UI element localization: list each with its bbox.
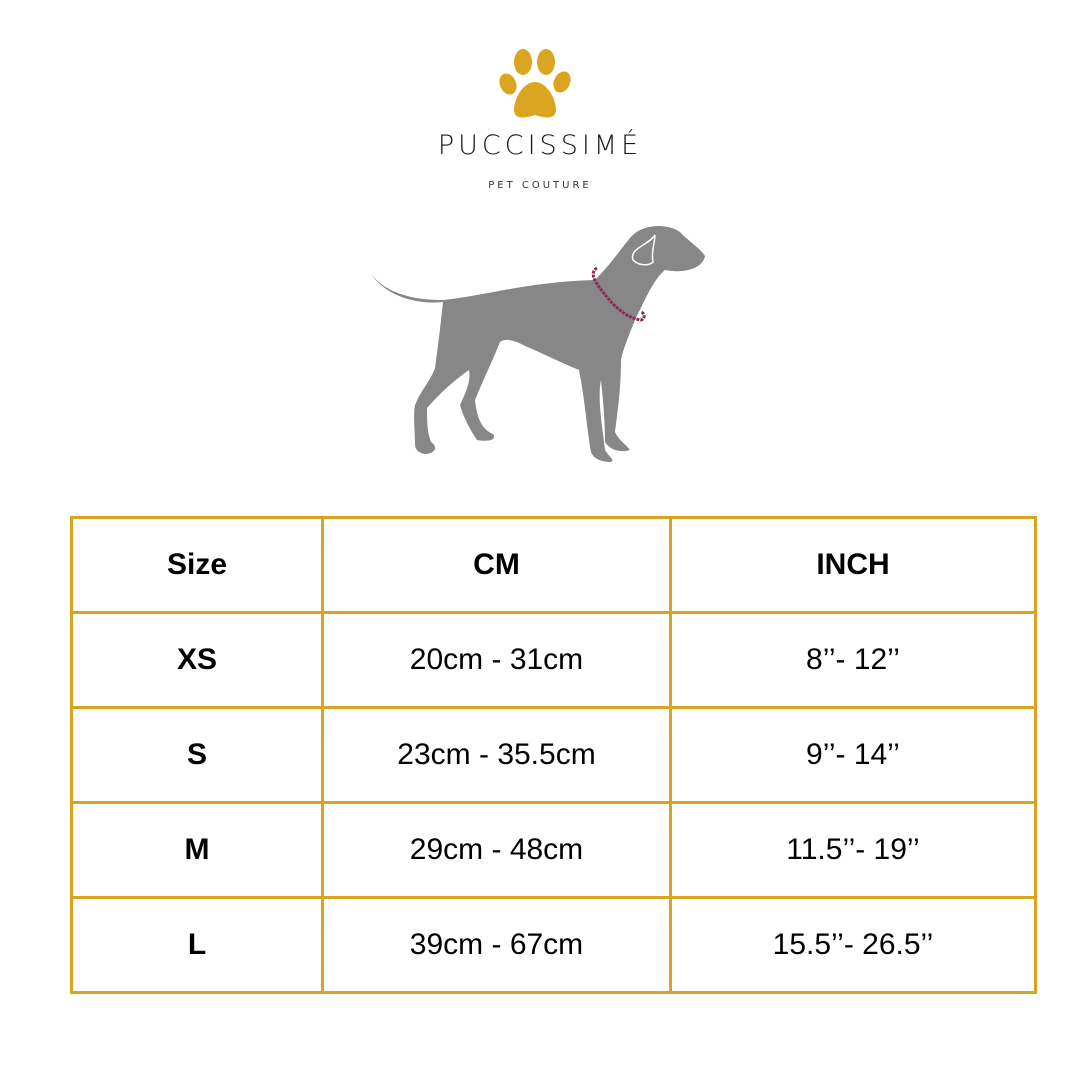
size-cell: S <box>70 706 324 804</box>
header-inch: INCH <box>669 516 1037 614</box>
size-chart-table: Size CM INCH XS 20cm - 31cm 8’’- 12’’ S … <box>70 516 1037 994</box>
table-row: M 29cm - 48cm 11.5’’- 19’’ <box>70 801 1037 899</box>
cm-cell: 23cm - 35.5cm <box>321 706 672 804</box>
table-row: L 39cm - 67cm 15.5’’- 26.5’’ <box>70 896 1037 994</box>
inch-cell: 11.5’’- 19’’ <box>669 801 1037 899</box>
header-cm: CM <box>321 516 672 614</box>
table-header-row: Size CM INCH <box>70 516 1037 614</box>
size-cell: M <box>70 801 324 899</box>
brand-name: PUCCISSIMÉ <box>437 130 643 161</box>
brand-tagline: PET COUTURE <box>488 180 592 191</box>
table-row: S 23cm - 35.5cm 9’’- 14’’ <box>70 706 1037 804</box>
inch-cell: 9’’- 14’’ <box>669 706 1037 804</box>
size-cell: L <box>70 896 324 994</box>
cm-cell: 20cm - 31cm <box>321 611 672 709</box>
inch-cell: 15.5’’- 26.5’’ <box>669 896 1037 994</box>
dog-silhouette-icon <box>371 226 705 462</box>
size-cell: XS <box>70 611 324 709</box>
paw-icon <box>499 49 571 118</box>
cm-cell: 29cm - 48cm <box>321 801 672 899</box>
inch-cell: 8’’- 12’’ <box>669 611 1037 709</box>
header-size: Size <box>70 516 324 614</box>
cm-cell: 39cm - 67cm <box>321 896 672 994</box>
table-row: XS 20cm - 31cm 8’’- 12’’ <box>70 611 1037 709</box>
